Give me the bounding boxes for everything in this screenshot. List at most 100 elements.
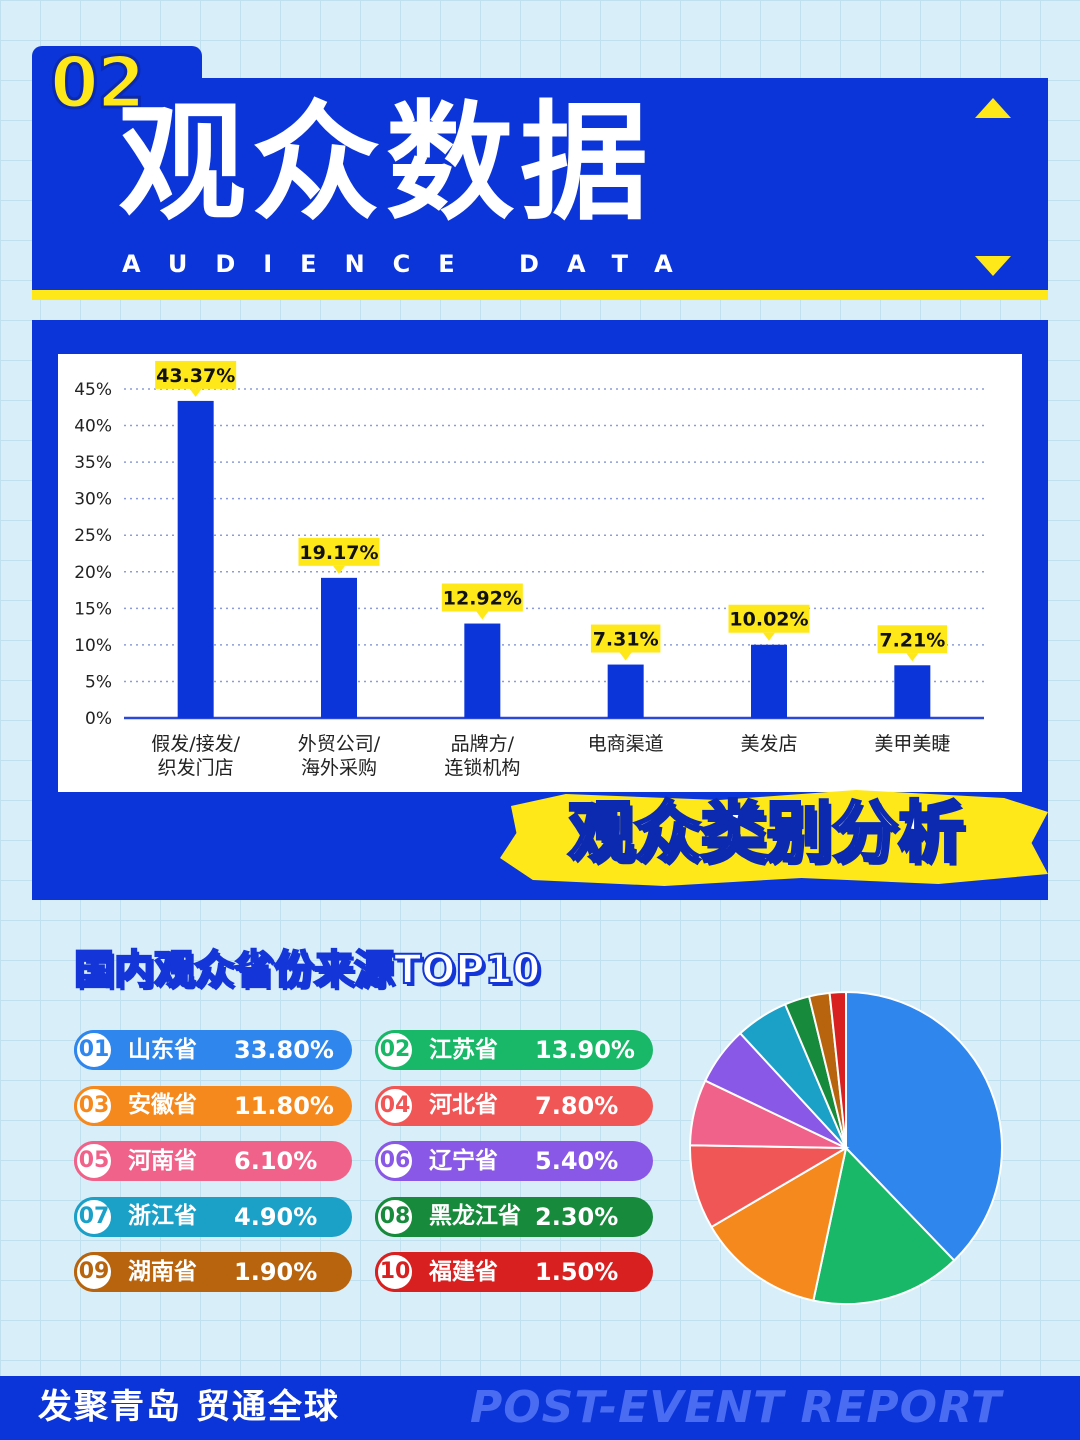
bar-chart-title: 观众类别分析	[567, 794, 966, 871]
triangle-up-icon	[975, 98, 1011, 118]
brush-stroke-decoration	[500, 790, 1048, 886]
x-tick-label: 美发店	[740, 733, 797, 755]
data-label-pointer	[189, 388, 202, 397]
bar	[607, 664, 644, 718]
bar	[464, 623, 501, 718]
footer-bar	[0, 1376, 1080, 1440]
province-name: 河北省	[429, 1092, 498, 1118]
rank-badge: 04	[375, 1085, 415, 1126]
province-percent: 13.90%	[535, 1036, 635, 1064]
data-label: 10.02%	[729, 609, 808, 631]
rank-badge: 07	[74, 1196, 114, 1237]
y-tick-label: 15%	[74, 599, 112, 619]
x-tick-label: 美甲美睫	[874, 733, 950, 755]
province-legend-item: 05 河南省 6.10%	[74, 1141, 352, 1181]
province-legend-item: 03 安徽省 11.80%	[74, 1085, 352, 1126]
province-percent: 5.40%	[535, 1147, 619, 1175]
province-name: 福建省	[429, 1258, 498, 1285]
data-label: 12.92%	[443, 588, 522, 610]
triangle-down-icon	[975, 256, 1011, 276]
y-tick-label: 30%	[74, 490, 112, 510]
province-name: 江苏省	[429, 1036, 498, 1063]
data-label: 7.21%	[879, 629, 945, 651]
data-label-badge	[298, 537, 380, 566]
province-percent: 7.80%	[535, 1091, 619, 1120]
province-legend-item: 04 河北省 7.80%	[375, 1085, 653, 1126]
bar	[177, 400, 214, 718]
y-tick-label: 0%	[85, 709, 112, 729]
province-pie-chart	[689, 990, 1003, 1305]
x-tick-label: 外贸公司/海外采购	[298, 733, 381, 779]
data-label-badge	[155, 360, 237, 389]
province-name: 山东省	[128, 1036, 197, 1063]
province-name: 河南省	[128, 1147, 197, 1174]
section-number: 02	[48, 42, 146, 124]
rank-badge: 03	[74, 1085, 114, 1126]
data-label-badge	[728, 604, 810, 633]
rank-badge: 09	[74, 1252, 114, 1292]
province-name: 辽宁省	[429, 1147, 498, 1174]
y-tick-label: 25%	[74, 526, 112, 546]
y-tick-label: 35%	[74, 453, 112, 473]
data-label-pointer	[619, 652, 632, 661]
data-label: 19.17%	[299, 542, 378, 564]
province-legend-item: 02 江苏省 13.90%	[375, 1030, 653, 1070]
province-legend-item: 10 福建省 1.50%	[375, 1252, 653, 1292]
data-label-pointer	[763, 632, 775, 641]
province-legend-item: 09 湖南省 1.90%	[74, 1252, 352, 1292]
data-label: 43.37%	[156, 365, 235, 387]
data-label-badge	[590, 624, 661, 653]
province-legend-item: 08 黑龙江省 2.30%	[375, 1196, 653, 1237]
province-percent: 1.50%	[535, 1258, 619, 1286]
province-name: 浙江省	[128, 1203, 197, 1229]
province-percent: 1.90%	[234, 1258, 318, 1286]
y-tick-label: 10%	[74, 636, 112, 656]
rank-badge: 01	[74, 1030, 114, 1070]
data-label-pointer	[476, 611, 489, 620]
province-name: 湖南省	[128, 1258, 197, 1285]
header-banner	[32, 78, 1048, 300]
province-percent: 11.80%	[234, 1091, 334, 1120]
province-legend-item: 07 浙江省 4.90%	[74, 1196, 352, 1237]
rank-badge: 10	[375, 1252, 415, 1292]
bar-chart: 0% 5% 10% 15% 20% 25% 30% 35% 40% 45% 43.37% 假发/接发/…	[74, 360, 984, 779]
page-subtitle: AUDIENCE DATA	[122, 250, 701, 278]
data-label: 7.31%	[593, 629, 659, 651]
province-name: 黑龙江省	[429, 1203, 521, 1229]
x-tick-label: 电商渠道	[588, 733, 664, 755]
pie-slice	[689, 1144, 850, 1229]
page-title: 观众数据	[118, 89, 655, 238]
province-legend-item: 06 辽宁省 5.40%	[375, 1141, 653, 1181]
x-tick-label: 品牌方/连锁机构	[444, 733, 520, 779]
province-name: 安徽省	[128, 1092, 197, 1118]
pie-slice	[812, 1145, 956, 1305]
rank-badge: 06	[375, 1141, 415, 1181]
bar	[321, 577, 357, 718]
y-tick-label: 45%	[74, 380, 112, 400]
province-legend-item: 01 山东省 33.80%	[74, 1030, 352, 1070]
x-tick-label: 假发/接发/织发门店	[151, 733, 240, 779]
data-label-pointer	[906, 653, 919, 662]
province-percent: 33.80%	[234, 1036, 334, 1064]
rank-badge: 02	[375, 1030, 415, 1070]
pie-slice	[710, 1145, 848, 1302]
y-tick-label: 5%	[85, 672, 112, 692]
rank-badge: 05	[74, 1141, 114, 1181]
pie-slice	[828, 990, 847, 1149]
province-percent: 4.90%	[234, 1202, 318, 1231]
bar	[751, 644, 787, 718]
y-tick-label: 20%	[74, 563, 112, 583]
province-percent: 6.10%	[234, 1147, 318, 1175]
province-percent: 2.30%	[535, 1202, 619, 1231]
data-label-badge	[441, 583, 523, 612]
data-label-badge	[877, 625, 948, 654]
footer-report-label: POST-EVENT REPORT	[470, 1382, 1002, 1433]
y-tick-label: 40%	[74, 417, 112, 437]
province-section-title: 国内观众省份来源TOP10	[73, 947, 541, 993]
pie-slice	[845, 990, 1003, 1262]
bar-chart-card: 0% 5% 10% 15% 20% 25% 30% 35% 40% 45% 43.37% 假发/接发/…	[58, 354, 1022, 792]
footer-slogan: 发聚青岛 贸通全球	[38, 1387, 340, 1427]
bar	[894, 665, 931, 718]
rank-badge: 08	[375, 1196, 415, 1237]
data-label-pointer	[333, 565, 345, 574]
